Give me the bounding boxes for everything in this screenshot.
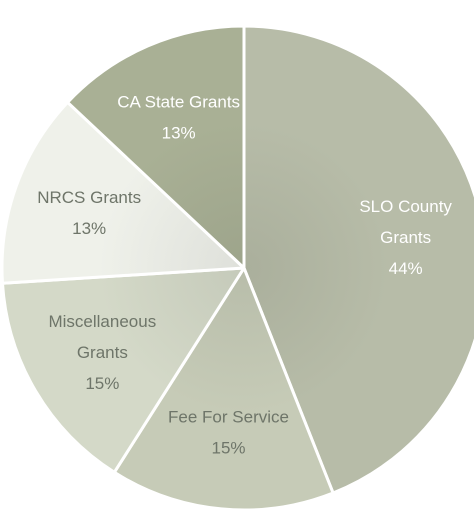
pie-slice-4 [0, 100, 246, 285]
pie-slice-3 [0, 266, 246, 474]
pie-label-2: Fee For Service 15% [168, 407, 289, 457]
pie-category-label: Fee For Service [168, 407, 289, 426]
pie-percent-label: 13% [72, 219, 106, 238]
pie-category-label: Miscellaneous [48, 312, 156, 331]
pie-slice-5 [66, 24, 246, 270]
pie-percent-label: 15% [85, 374, 119, 393]
pie-category-label: SLO County [359, 197, 452, 216]
pie-category-label: Grants [380, 228, 431, 247]
pie-category-label: CA State Grants [117, 92, 240, 111]
pie-label-5: CA State Grants 13% [117, 92, 240, 142]
pie-label-4: NRCS Grants 13% [37, 188, 141, 238]
pie-label-3: Miscellaneous Grants 15% [48, 312, 156, 393]
pie-percent-label: 15% [211, 438, 245, 457]
pie-slices [0, 24, 474, 512]
pie-label-1: SLO County Grants 44% [359, 197, 452, 278]
pie-slice-1 [242, 24, 474, 495]
pie-slice-2 [112, 266, 335, 512]
pie-category-label: NRCS Grants [37, 188, 141, 207]
pie-category-label: Grants [77, 343, 128, 362]
pie-labels: SLO County Grants 44%Fee For Service 15%Mis… [37, 92, 452, 457]
pie-percent-label: 44% [389, 259, 423, 278]
pie-percent-label: 13% [162, 123, 196, 142]
